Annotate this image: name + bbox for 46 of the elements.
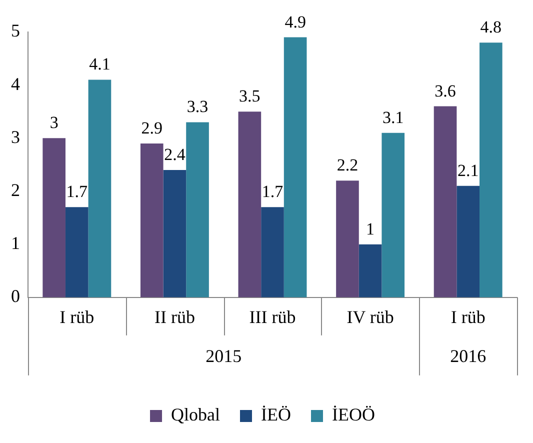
data-label: 1	[366, 219, 375, 238]
y-tick-label: 0	[11, 286, 20, 306]
data-label: 4.1	[89, 54, 110, 74]
bar	[382, 132, 405, 298]
data-label: 2.2	[336, 156, 358, 175]
data-label: 2.4	[164, 144, 186, 164]
bar	[358, 244, 382, 298]
data-label: 3.3	[186, 97, 208, 116]
bar	[284, 37, 307, 298]
data-label: 1.7	[66, 182, 88, 202]
bar	[261, 207, 284, 298]
bar	[186, 122, 209, 298]
x-tick-label: IV rüb	[346, 306, 394, 327]
bar	[163, 170, 186, 298]
text: 2015	[206, 346, 242, 366]
bar	[42, 138, 66, 298]
x-tick-label: I rüb	[60, 306, 94, 327]
legend-label: İEOÖ	[332, 404, 375, 425]
text: 2016	[450, 346, 486, 366]
data-label: 2.9	[141, 118, 163, 138]
legend-label: İEÖ	[261, 404, 292, 425]
bar	[140, 143, 164, 298]
y-tick-label: 4	[11, 74, 20, 94]
bar	[456, 186, 480, 298]
data-label: 3.6	[434, 81, 456, 100]
data-label: 2.1	[457, 160, 479, 180]
legend-label: Qlobal	[171, 404, 220, 425]
bar	[88, 80, 112, 298]
y-tick-label: 5	[11, 20, 20, 41]
bar	[65, 207, 88, 298]
data-label: 4.8	[480, 18, 502, 37]
data-label: 3.1	[382, 108, 404, 127]
bar	[238, 112, 262, 298]
data-label: 1.7	[262, 182, 284, 202]
y-tick-label: 3	[11, 126, 20, 147]
y-tick-label: 1	[11, 233, 20, 254]
bar	[434, 106, 457, 298]
data-label: 3	[50, 113, 58, 132]
x-tick-label: II rüb	[154, 306, 195, 327]
data-label: 4.9	[284, 12, 306, 32]
x-tick-label: III rüb	[249, 306, 296, 327]
y-tick-label: 2	[11, 180, 20, 200]
bar	[336, 180, 359, 298]
bar	[480, 42, 502, 298]
x-tick-label: I rüb	[450, 306, 486, 327]
data-label: 3.5	[239, 86, 260, 106]
